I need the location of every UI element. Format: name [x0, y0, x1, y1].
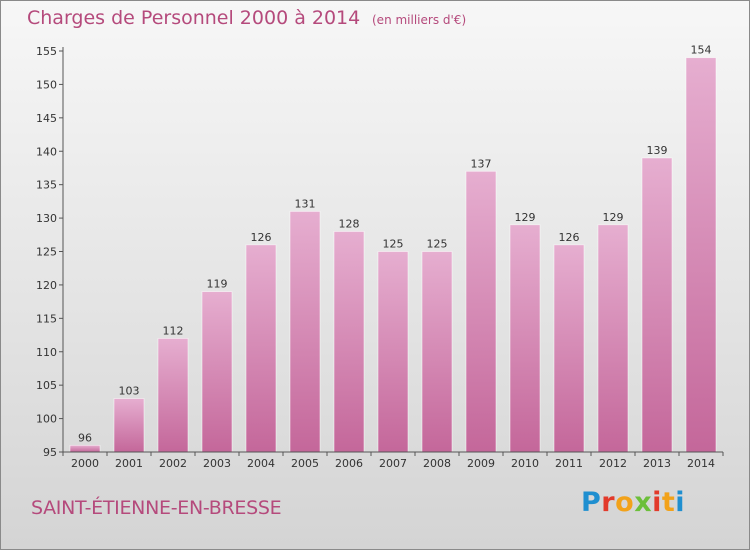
- y-axis: 95 100 105 110 115 120 125 130 135 140 145 150 155: [36, 45, 64, 459]
- bar-value-label: 112: [163, 324, 184, 337]
- y-tick-label: 140: [36, 145, 57, 158]
- y-tick-label: 150: [36, 78, 57, 91]
- bar: [289, 210, 321, 453]
- bar-value-label: 129: [603, 211, 624, 224]
- bar-value-label: 103: [119, 385, 140, 398]
- x-tick-label: 2008: [423, 457, 451, 470]
- x-tick-label: 2002: [159, 457, 187, 470]
- y-tick-label: 145: [36, 112, 57, 125]
- bar: [421, 251, 453, 453]
- x-tick-label: 2000: [71, 457, 99, 470]
- bar: [201, 291, 233, 453]
- x-tick-label: 2009: [467, 457, 495, 470]
- bar: [685, 57, 717, 453]
- bar: [157, 337, 189, 453]
- bar-value-label: 125: [427, 238, 448, 251]
- y-tick-label: 155: [36, 45, 57, 58]
- bar-value-label: 139: [647, 144, 668, 157]
- y-tick-label: 110: [36, 346, 57, 359]
- bar: [509, 224, 541, 453]
- x-tick-label: 2011: [555, 457, 583, 470]
- commune-name: SAINT-ÉTIENNE-EN-BRESSE: [31, 497, 282, 519]
- bars: 96 103 112 119 126 131 128 125 125 137 129 126 129 13…: [69, 44, 717, 453]
- x-tick-label: 2014: [687, 457, 715, 470]
- bar: [69, 444, 101, 453]
- bar: [553, 244, 585, 453]
- x-tick-label: 2003: [203, 457, 231, 470]
- bar: [113, 398, 145, 453]
- x-axis: 2000 2001 2002 2003 2004 2005 2006 2007 2008 2009…: [62, 451, 724, 470]
- y-tick-label: 120: [36, 279, 57, 292]
- bar: [597, 224, 629, 453]
- x-tick-label: 2004: [247, 457, 275, 470]
- y-tick-label: 105: [36, 379, 57, 392]
- bar-value-label: 119: [207, 278, 228, 291]
- y-tick-label: 95: [43, 446, 57, 459]
- chart-title: Charges de Personnel 2000 à 2014: [27, 7, 361, 29]
- x-tick-label: 2006: [335, 457, 363, 470]
- bar-value-label: 126: [559, 231, 580, 244]
- y-tick-label: 115: [36, 312, 57, 325]
- bar: [245, 244, 277, 453]
- bar-value-label: 96: [78, 431, 92, 444]
- chart-subtitle: (en milliers d'€): [372, 13, 467, 27]
- bar: [465, 170, 497, 453]
- bar-value-label: 126: [251, 231, 272, 244]
- x-tick-label: 2007: [379, 457, 407, 470]
- bar-value-label: 125: [383, 238, 404, 251]
- y-tick-label: 135: [36, 179, 57, 192]
- bar-value-label: 131: [295, 197, 316, 210]
- x-tick-label: 2013: [643, 457, 671, 470]
- x-tick-label: 2012: [599, 457, 627, 470]
- y-tick-label: 100: [36, 413, 57, 426]
- bar-value-label: 154: [691, 44, 712, 57]
- x-tick-label: 2001: [115, 457, 143, 470]
- y-tick-label: 130: [36, 212, 57, 225]
- bar: [333, 231, 365, 453]
- bar-value-label: 137: [471, 157, 492, 170]
- y-tick-label: 125: [36, 246, 57, 259]
- x-tick-label: 2005: [291, 457, 319, 470]
- bar: [641, 157, 673, 453]
- bar-value-label: 128: [339, 217, 360, 230]
- bar-value-label: 129: [515, 211, 536, 224]
- bar: [377, 251, 409, 453]
- proxiti-logo: Proxiti: [581, 487, 686, 518]
- x-tick-label: 2010: [511, 457, 539, 470]
